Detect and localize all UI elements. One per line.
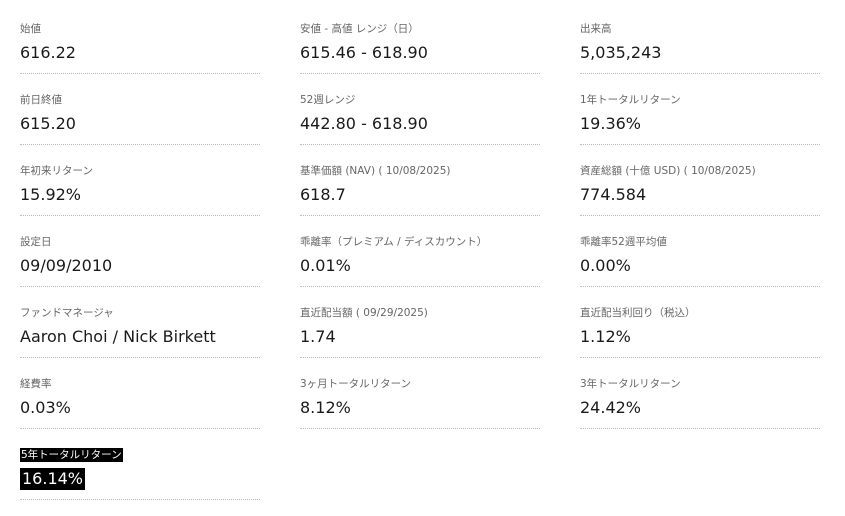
stat-premium-discount: 乖離率（プレミアム / ディスカウント） 0.01%	[300, 233, 540, 287]
stat-prev-close: 前日終値 615.20	[20, 91, 260, 145]
stat-value: 618.7	[300, 185, 346, 204]
stat-inception-date: 設定日 09/09/2010	[20, 233, 260, 287]
stat-label: 経費率	[20, 378, 52, 390]
stat-label: 資産総額 (十億 USD) ( 10/08/2025)	[580, 165, 756, 177]
stat-value: 16.14%	[20, 468, 86, 490]
stat-day-range: 安値 - 高値 レンジ（日） 615.46 - 618.90	[300, 20, 540, 74]
stat-label: 始値	[20, 23, 41, 35]
stat-label: 52週レンジ	[300, 94, 356, 106]
stat-value: 8.12%	[300, 398, 351, 417]
stat-value: 774.584	[580, 185, 647, 204]
stat-3m-return: 3ヶ月トータルリターン 8.12%	[300, 375, 540, 429]
stat-label: 3ヶ月トータルリターン	[300, 378, 412, 390]
stat-value: 1.74	[300, 327, 336, 346]
stat-label: 直近配当利回り（税込）	[580, 307, 696, 319]
stat-dividend-yield: 直近配当利回り（税込） 1.12%	[580, 304, 820, 358]
stat-value: 442.80 - 618.90	[300, 114, 428, 133]
stat-value: Aaron Choi / Nick Birkett	[20, 327, 216, 346]
stat-ytd-return: 年初来リターン 15.92%	[20, 162, 260, 216]
stat-value: 09/09/2010	[20, 256, 113, 275]
stat-premium-discount-52w-avg: 乖離率52週平均値 0.00%	[580, 233, 820, 287]
stat-value: 616.22	[20, 43, 76, 62]
stat-total-assets: 資産総額 (十億 USD) ( 10/08/2025) 774.584	[580, 162, 820, 216]
stat-52w-range: 52週レンジ 442.80 - 618.90	[300, 91, 540, 145]
stat-value: 615.46 - 618.90	[300, 43, 428, 62]
stat-label: 1年トータルリターン	[580, 94, 681, 106]
stat-open: 始値 616.22	[20, 20, 260, 74]
stat-volume: 出来高 5,035,243	[580, 20, 820, 74]
stat-label: 出来高	[580, 23, 612, 35]
stat-label: 年初来リターン	[20, 165, 93, 177]
stat-last-dividend: 直近配当額 ( 09/29/2025) 1.74	[300, 304, 540, 358]
stat-label: 乖離率（プレミアム / ディスカウント）	[300, 236, 488, 248]
stat-label: 基準価額 (NAV) ( 10/08/2025)	[300, 165, 451, 177]
stat-label: 前日終値	[20, 94, 62, 106]
stat-label: 安値 - 高値 レンジ（日）	[300, 23, 419, 35]
stat-nav: 基準価額 (NAV) ( 10/08/2025) 618.7	[300, 162, 540, 216]
stat-expense-ratio: 経費率 0.03%	[20, 375, 260, 429]
stat-fund-manager: ファンドマネージャ Aaron Choi / Nick Birkett	[20, 304, 260, 358]
stat-5y-return: 5年トータルリターン 16.14%	[20, 446, 260, 500]
stat-label: 直近配当額 ( 09/29/2025)	[300, 307, 428, 319]
stat-label: 乖離率52週平均値	[580, 236, 667, 248]
stat-label: ファンドマネージャ	[20, 307, 114, 319]
stat-value: 19.36%	[580, 114, 642, 133]
stat-label: 3年トータルリターン	[580, 378, 681, 390]
stat-value: 0.01%	[300, 256, 351, 275]
stat-1y-return: 1年トータルリターン 19.36%	[580, 91, 820, 145]
stat-value: 1.12%	[580, 327, 631, 346]
stat-value: 24.42%	[580, 398, 642, 417]
stat-value: 5,035,243	[580, 43, 662, 62]
stat-value: 0.00%	[580, 256, 631, 275]
stat-3y-return: 3年トータルリターン 24.42%	[580, 375, 820, 429]
stat-value: 615.20	[20, 114, 76, 133]
stat-label: 設定日	[20, 236, 52, 248]
stat-value: 15.92%	[20, 185, 82, 204]
stat-value: 0.03%	[20, 398, 71, 417]
stat-label: 5年トータルリターン	[20, 448, 123, 462]
